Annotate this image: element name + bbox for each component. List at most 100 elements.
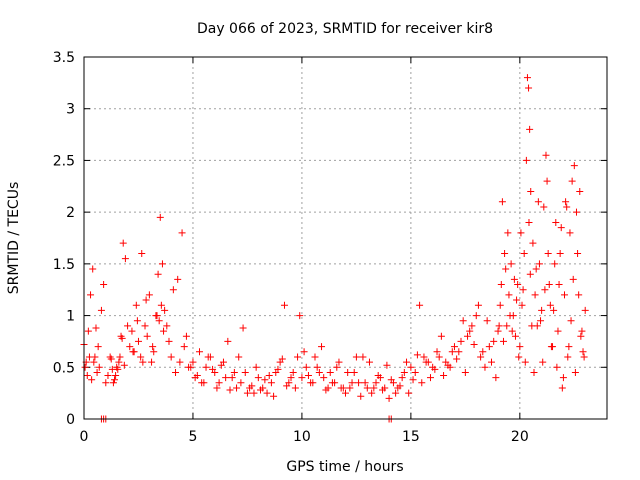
data-point: [145, 291, 153, 299]
y-tick-label: 2.5: [53, 153, 75, 169]
data-point: [143, 332, 151, 340]
data-point: [180, 343, 188, 351]
data-point: [226, 386, 234, 394]
data-point: [422, 358, 430, 366]
data-point: [372, 379, 380, 387]
data-point: [580, 353, 588, 361]
data-point: [515, 353, 523, 361]
data-point: [572, 208, 580, 216]
data-point: [542, 151, 550, 159]
data-point: [160, 327, 168, 335]
data-point: [280, 301, 288, 309]
data-point: [348, 379, 356, 387]
data-point: [383, 361, 391, 369]
data-point: [121, 255, 129, 263]
data-point: [385, 394, 393, 402]
data-point: [535, 260, 543, 268]
data-point: [522, 156, 530, 164]
data-point: [444, 361, 452, 369]
data-point: [156, 213, 164, 221]
data-point: [241, 368, 249, 376]
data-point: [150, 348, 158, 356]
data-point: [333, 363, 341, 371]
data-point: [405, 389, 413, 397]
x-axis-label: GPS time / hours: [286, 459, 403, 475]
data-point: [250, 389, 258, 397]
y-tick-label: 3: [66, 102, 75, 118]
data-point: [265, 372, 273, 380]
data-point: [568, 177, 576, 185]
data-point: [502, 265, 510, 273]
data-point: [504, 229, 512, 237]
data-point: [537, 317, 545, 325]
data-point: [138, 250, 146, 258]
data-point: [453, 355, 461, 363]
data-point: [551, 260, 559, 268]
data-point: [126, 343, 134, 351]
data-point: [418, 379, 426, 387]
data-point: [527, 187, 535, 195]
data-point: [294, 353, 302, 361]
data-point: [505, 291, 513, 299]
data-point: [523, 74, 531, 82]
data-point: [521, 358, 529, 366]
y-tick-labels: 0 0.5 1 1.5 2 2.5 3 3.5: [53, 50, 75, 428]
data-point: [217, 361, 225, 369]
data-point: [526, 125, 534, 133]
data-point: [398, 374, 406, 382]
data-point: [291, 384, 299, 392]
data-point: [563, 203, 571, 211]
data-point: [494, 327, 502, 335]
data-point: [287, 374, 295, 382]
y-tick-label: 3.5: [53, 50, 75, 66]
data-point: [224, 337, 232, 345]
data-point: [90, 358, 98, 366]
data-point: [257, 386, 265, 394]
data-point: [182, 332, 190, 340]
y-axis-label: SRMTID / TECUs: [6, 182, 22, 295]
data-point: [374, 372, 382, 380]
data-point: [89, 265, 97, 273]
data-point: [94, 343, 102, 351]
data-point: [496, 301, 504, 309]
data-point: [575, 291, 583, 299]
data-point: [531, 291, 539, 299]
data-point: [431, 365, 439, 373]
data-point: [315, 368, 323, 376]
data-point: [119, 239, 127, 247]
data-point: [235, 353, 243, 361]
data-point: [481, 363, 489, 371]
y-tick-label: 2: [66, 205, 75, 221]
data-point: [335, 358, 343, 366]
data-point: [426, 374, 434, 382]
data-point: [468, 322, 476, 330]
data-point: [392, 389, 400, 397]
data-point: [569, 275, 577, 283]
data-point: [411, 368, 419, 376]
data-point: [361, 379, 369, 387]
data-point: [142, 296, 150, 304]
data-point: [528, 322, 536, 330]
data-point: [450, 343, 458, 351]
data-point: [163, 322, 171, 330]
data-point: [547, 343, 555, 351]
data-point: [506, 312, 514, 320]
data-point: [118, 334, 126, 342]
data-point: [350, 368, 358, 376]
data-point: [222, 374, 230, 382]
data-point: [137, 353, 145, 361]
data-points: [80, 74, 589, 423]
data-point: [433, 348, 441, 356]
data-point: [368, 389, 376, 397]
data-point: [174, 275, 182, 283]
data-point: [565, 343, 573, 351]
data-point: [461, 368, 469, 376]
data-point: [492, 374, 500, 382]
data-point: [169, 286, 177, 294]
data-point: [167, 353, 175, 361]
y-tick-label: 1: [66, 309, 75, 325]
x-tick-labels: 0 5 10 15 20: [80, 429, 529, 445]
data-point: [396, 382, 404, 390]
data-point: [149, 343, 157, 351]
